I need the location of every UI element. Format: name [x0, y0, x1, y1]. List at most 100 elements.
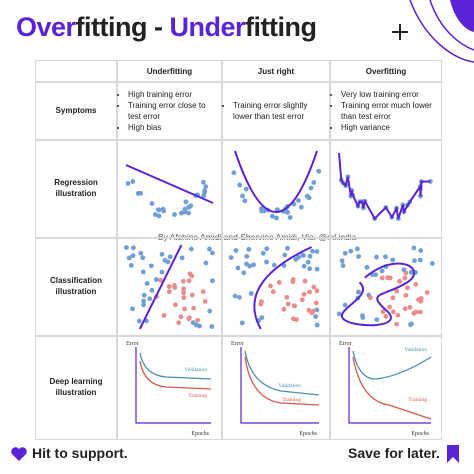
dot	[123, 245, 129, 250]
dot	[260, 250, 266, 256]
dot	[203, 184, 209, 190]
dot	[160, 206, 166, 212]
illustration: Error Epochs Validation Training	[126, 341, 212, 437]
dot	[379, 275, 385, 281]
dot	[156, 213, 162, 219]
title-part: Under	[169, 12, 246, 42]
plot-label: Epochs	[299, 431, 317, 437]
dot	[188, 246, 194, 252]
dot	[285, 209, 290, 215]
symptom-list: High training errorTraining error close …	[118, 89, 221, 134]
dot	[373, 272, 378, 278]
dot	[367, 295, 373, 301]
curve	[125, 164, 214, 204]
dot	[155, 207, 161, 213]
dot	[408, 322, 413, 328]
dot	[189, 292, 195, 298]
dot	[397, 278, 402, 284]
dot	[403, 292, 409, 298]
dot	[374, 317, 380, 323]
dot	[427, 179, 433, 184]
dot	[411, 310, 417, 316]
dot	[259, 315, 265, 321]
dot	[233, 248, 239, 253]
dot	[403, 270, 409, 276]
dot	[429, 261, 435, 266]
dot	[207, 246, 212, 252]
dot	[402, 306, 408, 312]
dot	[387, 304, 392, 310]
dot	[166, 284, 172, 289]
plot-label: Error	[231, 341, 244, 347]
dot	[301, 291, 307, 297]
dot	[200, 289, 206, 295]
curve	[340, 262, 415, 327]
dot	[306, 195, 312, 201]
dot	[176, 320, 182, 326]
dot	[271, 262, 277, 268]
illustration: Error Epochs Validation Training	[231, 341, 320, 437]
curve	[135, 347, 211, 424]
dot	[340, 263, 346, 268]
dot	[244, 253, 250, 259]
dot	[336, 311, 342, 317]
label-cell: Classification illustration	[35, 238, 117, 336]
dot	[269, 213, 275, 219]
symptom-list: Training error slightly lower than test …	[223, 100, 329, 122]
plot-label: Training	[408, 397, 427, 403]
dot	[141, 302, 147, 308]
dot	[180, 278, 186, 284]
dot	[207, 308, 213, 314]
dot	[314, 322, 320, 328]
dot	[380, 309, 386, 315]
dot	[189, 273, 195, 279]
dot	[408, 270, 414, 275]
column-header: Just right	[257, 66, 295, 76]
dot	[138, 190, 144, 196]
dot	[293, 256, 299, 262]
bookmark-icon[interactable]	[446, 444, 460, 464]
dot	[239, 320, 245, 326]
illustration-cell	[330, 238, 442, 336]
dot	[418, 296, 424, 301]
dot	[186, 278, 192, 284]
dot	[202, 188, 208, 194]
dot	[285, 301, 291, 307]
dot	[248, 291, 254, 296]
dot	[314, 288, 320, 294]
illustration-cell	[330, 140, 442, 238]
dot	[339, 258, 345, 264]
dot	[136, 318, 142, 324]
illustration: Error Epochs Validation Training	[339, 341, 432, 437]
title: Overfitting - Underfitting	[16, 12, 317, 43]
dot	[242, 198, 248, 204]
dot	[128, 263, 134, 268]
dot	[140, 255, 146, 261]
dot	[186, 210, 191, 216]
save-text[interactable]: Save for later.	[348, 445, 440, 461]
dot	[281, 306, 287, 312]
dot	[294, 317, 299, 323]
dot	[178, 314, 184, 320]
dot	[246, 246, 252, 252]
dot	[259, 206, 264, 212]
support-text[interactable]: Hit to support.	[32, 445, 128, 461]
dot	[301, 263, 307, 269]
symptom-cell: Training error slightly lower than test …	[222, 82, 330, 140]
dot	[203, 260, 209, 266]
dot	[299, 297, 305, 303]
dot	[412, 258, 417, 264]
dot	[153, 277, 159, 282]
column-header: Underfitting	[146, 66, 193, 76]
row-label: Regression illustration	[54, 178, 98, 198]
dot	[172, 302, 178, 308]
dot	[149, 287, 155, 293]
dot	[313, 300, 319, 306]
dot	[126, 255, 132, 261]
dot	[179, 255, 185, 261]
dot	[264, 246, 270, 252]
symptom-cell: Very low training errorTraining error mu…	[330, 82, 442, 140]
dot	[130, 253, 136, 259]
dot	[374, 254, 379, 260]
dot	[166, 289, 172, 294]
